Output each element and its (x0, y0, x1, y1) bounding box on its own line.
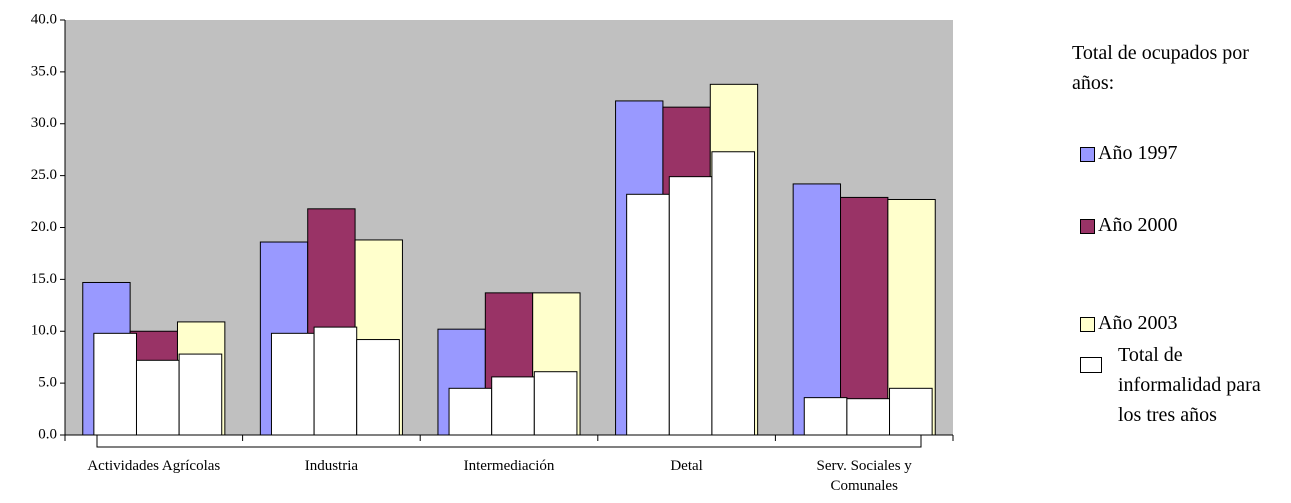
legend-item: Total de informalidad para los tres años (1080, 340, 1268, 430)
x-tick-label: Industria (304, 458, 359, 474)
chart: 0.0 5.0 10.0 15.0 20.0 25.0 30.0 35.0 40.0 (31, 11, 954, 448)
x-tick-label: Intermediación (463, 458, 555, 474)
legend-item: Año 2003 (1080, 308, 1177, 338)
legend-item: Año 2000 (1080, 210, 1177, 240)
legend-swatch (1080, 357, 1102, 373)
informality-bar (135, 359, 180, 436)
legend-label: Año 1997 (1098, 142, 1178, 164)
informality-bar (178, 353, 223, 436)
y-tick-label: 25.0 (31, 167, 57, 183)
legend-item: Año 1997 (1080, 138, 1177, 168)
x-tick-label: Serv. Sociales y Comunales (816, 458, 912, 494)
legend: Total de ocupados por años: Año 1997 Año … (1072, 38, 1287, 426)
y-tick-label: 40.0 (31, 11, 57, 27)
informality-bar (93, 332, 137, 436)
y-tick-label: 5.0 (38, 375, 57, 391)
informality-bar (803, 397, 848, 436)
informality-bar (533, 371, 578, 436)
y-tick-label: 10.0 (31, 323, 57, 339)
informality-bar (846, 398, 891, 436)
informality-bar (668, 176, 713, 436)
y-tick-label: 20.0 (31, 219, 57, 235)
informality-bar (889, 387, 933, 436)
legend-label: Total de informalidad para los tres años (1118, 344, 1261, 426)
y-tick-label: 0.0 (38, 426, 57, 442)
y-tick-label: 30.0 (31, 115, 57, 131)
legend-label: Año 2000 (1098, 214, 1178, 236)
y-tick-label: 15.0 (31, 271, 57, 287)
informality-bar (626, 193, 670, 436)
legend-swatch (1080, 147, 1095, 162)
legend-label: Año 2003 (1098, 312, 1178, 334)
legend-swatch (1080, 219, 1095, 234)
informality-bar (711, 151, 756, 436)
x-tick-label: Detal (670, 458, 703, 474)
x-tick-label: Actividades Agrícolas (87, 458, 221, 474)
legend-title: Total de ocupados por años: (1072, 42, 1249, 94)
informality-bar (448, 387, 493, 436)
informality-bar (491, 376, 535, 436)
axis-floor (96, 434, 922, 448)
y-tick-label: 35.0 (31, 63, 57, 79)
informality-bar (270, 332, 315, 436)
informality-bar (356, 339, 400, 436)
legend-swatch (1080, 317, 1095, 332)
informality-bar (313, 326, 358, 436)
